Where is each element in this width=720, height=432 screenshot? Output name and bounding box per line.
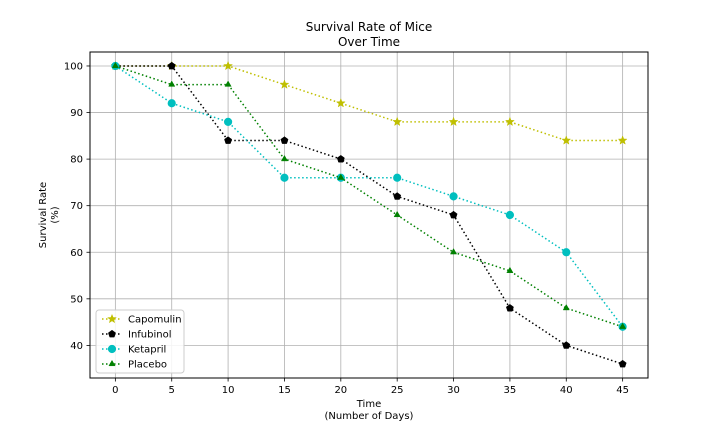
triangle-marker	[562, 304, 570, 311]
circle-marker	[505, 210, 515, 220]
pentagon-marker	[449, 210, 458, 219]
star-marker	[617, 135, 628, 145]
circle-marker	[449, 192, 458, 201]
y-axis-label-line1: Survival Rate	[38, 182, 49, 248]
x-tick-label: 30	[447, 385, 460, 396]
pentagon-marker	[224, 136, 233, 144]
axis-ticks: 0 5 10 15 20 25 30 35 40 45 40 50 60 70 80 90 100	[64, 61, 629, 396]
chart-title-line1: Survival Rate of Mice	[306, 20, 433, 34]
pentagon-marker	[393, 192, 402, 200]
x-tick-label: 0	[112, 385, 118, 396]
triangle-marker	[108, 359, 116, 367]
star-marker	[392, 116, 403, 127]
legend: Capomulin Infubinol Ketapril Placebo	[95, 309, 185, 374]
circle-marker	[280, 173, 289, 182]
pentagon-marker	[562, 341, 571, 349]
pentagon-marker	[280, 136, 289, 144]
legend-box	[95, 309, 185, 374]
series-line	[114, 65, 624, 328]
series-layer	[110, 60, 628, 368]
star-marker	[223, 60, 234, 71]
triangle-marker	[449, 248, 458, 255]
circle-marker	[167, 99, 176, 108]
triangle-marker	[619, 322, 627, 329]
x-tick-label: 25	[391, 385, 404, 396]
series-ketapril	[111, 61, 627, 331]
x-tick-label: 15	[278, 385, 291, 396]
y-tick-label: 70	[70, 201, 83, 212]
legend-label: Capomulin	[128, 315, 182, 326]
pentagon-marker	[618, 359, 627, 368]
legend-label: Infubinol	[128, 330, 172, 341]
triangle-marker	[393, 210, 401, 218]
series-placebo	[111, 61, 627, 329]
pentagon-marker	[505, 304, 514, 312]
series-line	[115, 65, 623, 328]
plot-area-frame	[89, 51, 649, 379]
y-tick-label: 90	[70, 108, 83, 119]
y-axis-label-line2: (%)	[50, 206, 61, 223]
y-tick-label: 80	[70, 155, 83, 166]
star-marker	[279, 79, 290, 89]
pentagon-marker	[108, 329, 116, 338]
triangle-marker	[280, 155, 289, 162]
x-axis-label-line2: (Number of Days)	[325, 411, 414, 422]
x-tick-label: 20	[334, 385, 347, 396]
triangle-marker	[506, 266, 514, 273]
triangle-marker	[168, 80, 176, 87]
pentagon-marker	[336, 154, 345, 163]
x-tick-label: 40	[560, 385, 573, 396]
legend-label: Placebo	[128, 360, 167, 371]
circle-marker	[393, 173, 402, 182]
triangle-marker	[337, 173, 345, 180]
triangle-marker	[224, 80, 232, 87]
x-tick-label: 45	[616, 385, 629, 396]
y-tick-label: 50	[70, 294, 83, 305]
star-marker	[107, 313, 117, 324]
y-tick-label: 60	[70, 248, 83, 259]
triangle-marker	[111, 61, 119, 69]
star-marker	[448, 116, 459, 127]
y-tick-label: 40	[70, 341, 83, 352]
legend-label: Ketapril	[128, 345, 166, 356]
x-tick-label: 5	[169, 385, 175, 396]
series-line	[115, 65, 623, 142]
circle-marker	[107, 344, 117, 354]
circle-marker	[223, 117, 233, 126]
pentagon-marker	[167, 61, 176, 70]
star-marker	[335, 98, 346, 108]
x-axis-label-line1: Time	[356, 399, 381, 410]
grid-lines	[90, 52, 648, 378]
y-tick-label: 100	[64, 61, 83, 72]
chart-title-line2: Over Time	[338, 35, 400, 49]
x-tick-label: 10	[222, 385, 235, 396]
x-tick-label: 35	[504, 385, 517, 396]
star-marker	[561, 135, 572, 145]
circle-marker	[562, 248, 571, 257]
star-marker	[504, 116, 515, 127]
